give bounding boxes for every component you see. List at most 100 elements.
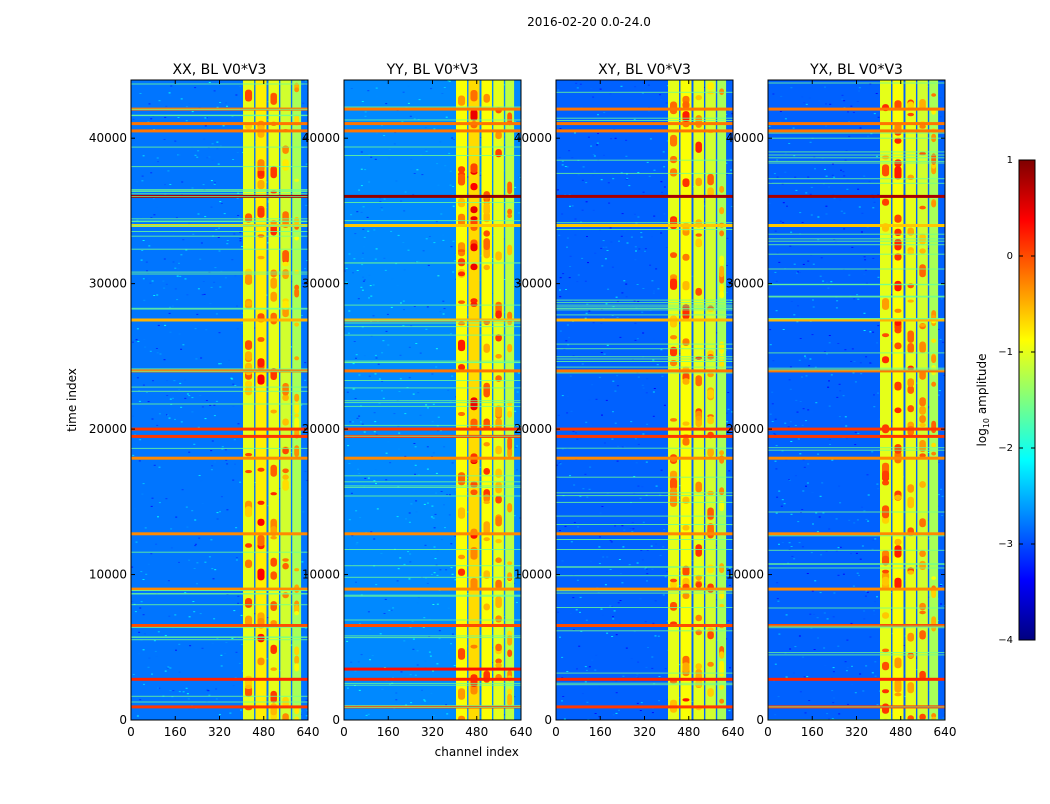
- noise-speck: [196, 156, 199, 158]
- noise-speck: [837, 343, 840, 344]
- noise-speck: [731, 220, 733, 222]
- noise-speck: [604, 258, 607, 260]
- noise-speck: [637, 661, 640, 663]
- noise-speck: [651, 568, 654, 570]
- noise-speck: [652, 391, 655, 393]
- noise-speck: [208, 82, 211, 83]
- noise-speck: [730, 668, 733, 670]
- noise-speck: [779, 448, 781, 450]
- band-blob: [707, 447, 714, 457]
- band-blob: [919, 423, 926, 428]
- noise-speck: [594, 669, 597, 671]
- noise-speck: [773, 173, 776, 175]
- noise-speck: [873, 406, 876, 408]
- noise-speck: [775, 468, 778, 470]
- noise-speck: [826, 618, 829, 620]
- band-blob: [894, 679, 902, 693]
- thin-row: [556, 308, 733, 309]
- noise-speck: [603, 442, 606, 444]
- noise-speck: [139, 93, 142, 94]
- noise-speck: [830, 281, 833, 283]
- noise-speck: [201, 406, 204, 408]
- noise-speck: [354, 670, 357, 672]
- band-blob: [470, 243, 478, 252]
- band-blob: [483, 442, 490, 447]
- noise-speck: [627, 497, 630, 499]
- noise-speck: [220, 654, 223, 656]
- noise-speck: [355, 510, 358, 512]
- noise-speck: [663, 186, 666, 188]
- noise-speck: [424, 660, 427, 662]
- noise-speck: [374, 421, 377, 423]
- noise-speck: [179, 382, 182, 384]
- noise-speck: [821, 482, 824, 484]
- noise-speck: [634, 438, 637, 440]
- flagged-row: [131, 587, 308, 591]
- noise-speck: [856, 294, 859, 296]
- band-blob: [882, 576, 890, 586]
- band-blob: [682, 338, 690, 346]
- noise-speck: [200, 242, 203, 244]
- band-blob: [495, 334, 502, 342]
- noise-speck: [679, 353, 682, 355]
- band-blob: [894, 545, 902, 558]
- flagged-row: [344, 677, 521, 681]
- noise-speck: [781, 450, 784, 452]
- noise-speck: [191, 510, 194, 512]
- thin-row: [768, 295, 945, 297]
- band-blob: [282, 468, 289, 474]
- noise-speck: [205, 117, 208, 119]
- thin-row: [344, 387, 521, 389]
- thin-row: [768, 318, 945, 320]
- noise-speck: [601, 265, 604, 267]
- noise-speck: [937, 328, 940, 330]
- noise-speck: [852, 585, 855, 587]
- noise-speck: [390, 609, 393, 611]
- thin-row: [768, 654, 945, 656]
- band-blob: [894, 657, 902, 669]
- thin-row: [131, 626, 308, 628]
- noise-speck: [805, 192, 808, 194]
- noise-speck: [354, 252, 357, 254]
- noise-speck: [840, 210, 843, 212]
- band-blob: [507, 410, 513, 418]
- noise-speck: [612, 411, 614, 413]
- flagged-row: [344, 667, 521, 671]
- noise-speck: [208, 556, 211, 558]
- band-blob: [282, 558, 289, 562]
- noise-speck: [450, 567, 453, 569]
- noise-speck: [585, 421, 588, 423]
- noise-speck: [782, 329, 785, 330]
- noise-speck: [131, 566, 134, 568]
- noise-speck: [253, 613, 256, 615]
- noise-speck: [660, 469, 663, 471]
- noise-speck: [180, 254, 183, 256]
- noise-speck: [478, 80, 481, 82]
- x-tick-label: 480: [252, 725, 275, 739]
- noise-speck: [645, 568, 648, 570]
- band-blob: [458, 300, 466, 304]
- noise-speck: [358, 473, 361, 474]
- noise-speck: [838, 485, 841, 487]
- noise-speck: [571, 205, 574, 207]
- noise-speck: [214, 267, 217, 269]
- band-blob: [682, 111, 690, 122]
- noise-speck: [566, 671, 569, 672]
- band-blob: [907, 112, 914, 117]
- noise-speck: [432, 403, 435, 405]
- noise-speck: [818, 100, 821, 102]
- noise-speck: [219, 201, 222, 203]
- noise-speck: [819, 592, 822, 594]
- noise-speck: [596, 144, 599, 146]
- band-blob: [670, 581, 678, 589]
- noise-speck: [514, 186, 517, 188]
- noise-speck: [577, 274, 580, 276]
- band-blob: [670, 335, 678, 340]
- band-blob: [894, 342, 902, 350]
- noise-speck: [166, 667, 169, 669]
- band-blob: [257, 337, 265, 342]
- noise-speck: [561, 395, 564, 397]
- noise-speck: [603, 154, 605, 156]
- noise-speck: [220, 81, 223, 83]
